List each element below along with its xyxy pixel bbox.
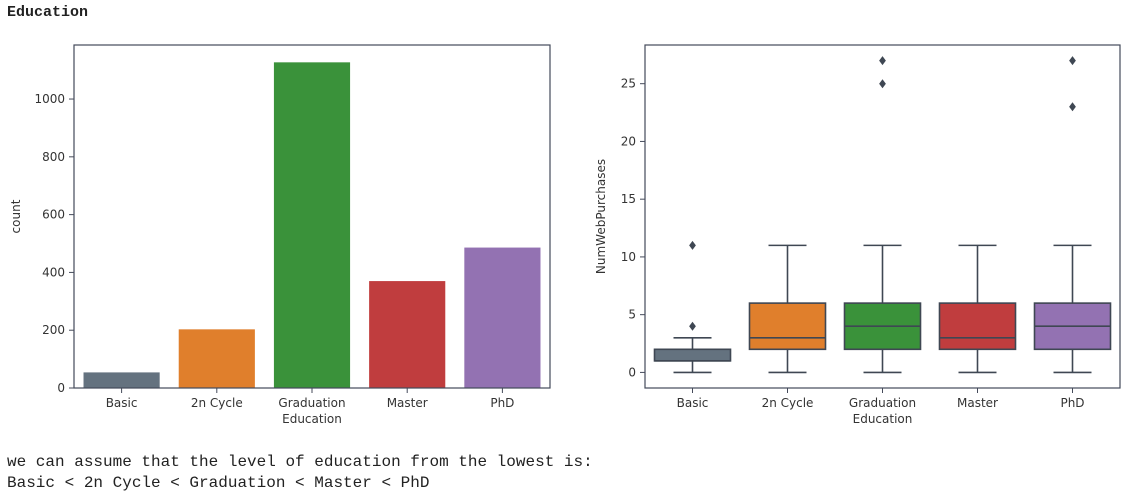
box-graduation-outlier — [879, 79, 886, 89]
bar-y-tick-label: 200 — [42, 323, 65, 337]
box-y-tick-label: 15 — [621, 192, 636, 206]
bar-x-tick-label-basic: Basic — [106, 396, 138, 410]
box-y-tick-label: 10 — [621, 250, 636, 264]
box-plot-frame — [644, 44, 1121, 389]
box-y-tick-label: 0 — [628, 365, 636, 379]
box-y-tick-label: 5 — [628, 308, 636, 322]
bar-y-tick-label: 400 — [42, 265, 65, 279]
box-basic-iqr — [653, 348, 732, 362]
bar-phd — [464, 247, 541, 388]
section-heading: Education — [7, 4, 89, 21]
box-y-tick-label: 20 — [621, 134, 636, 148]
bar-basic — [83, 372, 160, 388]
bar-y-tick-label: 0 — [57, 381, 65, 395]
bar-x-tick-label-2n-cycle: 2n Cycle — [191, 396, 243, 410]
bar-2n-cycle — [178, 329, 255, 388]
box-phd-outlier — [1069, 102, 1076, 112]
bar-master — [369, 281, 446, 388]
bar-y-axis-label: count — [9, 199, 23, 233]
box-y-tick-label: 25 — [621, 77, 636, 91]
bar-x-axis-label: Education — [282, 412, 342, 426]
count-bar-chart: 0 200 400 600 800 1000 Basic 2n Cycle Graduation… — [9, 44, 551, 426]
bar-graduation — [273, 62, 351, 388]
bar-y-tick-label: 800 — [42, 150, 65, 164]
box-2n-cycle-iqr — [748, 302, 827, 351]
bar-y-tick-label: 1000 — [34, 92, 65, 106]
bar-y-tick-label: 600 — [42, 208, 65, 222]
box-x-tick-label-graduation: Graduation — [849, 396, 916, 410]
box-y-axis-label: NumWebPurchases — [594, 159, 608, 274]
box-master-iqr — [938, 302, 1017, 351]
box-x-axis-label: Education — [853, 412, 913, 426]
bar-x-tick-label-master: Master — [387, 396, 428, 410]
conclusion-line-2: Basic < 2n Cycle < Graduation < Master <… — [7, 474, 430, 492]
conclusion-line-1: we can assume that the level of educatio… — [7, 453, 593, 471]
web-purchases-box-plot: 0 5 10 15 20 25 Basic 2n Cycle Graduation Master P… — [594, 44, 1121, 426]
box-x-tick-label-phd: PhD — [1060, 396, 1084, 410]
box-basic-outlier — [689, 321, 696, 331]
bar-x-tick-label-phd: PhD — [490, 396, 514, 410]
box-x-tick-label-2n-cycle: 2n Cycle — [762, 396, 814, 410]
box-phd-outlier — [1069, 56, 1076, 66]
box-basic-outlier — [689, 240, 696, 250]
box-x-tick-label-basic: Basic — [677, 396, 709, 410]
bar-plot-frame — [73, 44, 551, 389]
box-graduation-outlier — [879, 56, 886, 66]
bar-x-tick-label-graduation: Graduation — [278, 396, 345, 410]
box-x-tick-label-master: Master — [957, 396, 998, 410]
conclusion-text: we can assume that the level of educatio… — [7, 452, 593, 494]
